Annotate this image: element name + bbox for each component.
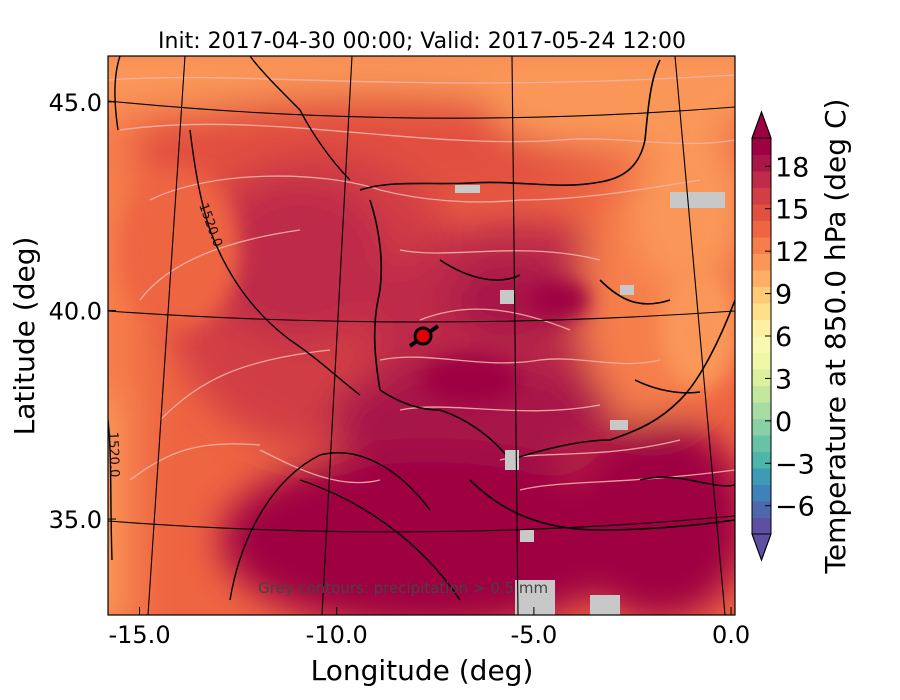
precipitation-note: Grey contours: precipitation > 0.5 mm <box>258 579 548 597</box>
colorbar-segment <box>752 138 771 155</box>
colorbar-segment <box>752 237 771 254</box>
x-tick-label: -10.0 <box>306 621 368 649</box>
colorbar-segment <box>752 303 771 320</box>
colorbar-tick-label: 3 <box>775 364 792 395</box>
colorbar-segment <box>752 352 771 370</box>
x-axis-label: Longitude (deg) <box>311 654 534 687</box>
colorbar-tick-label: 0 <box>775 407 792 438</box>
y-tick-label: 35.0 <box>49 506 102 534</box>
colorbar-segment <box>752 369 771 386</box>
colorbar-segment <box>752 468 771 485</box>
colorbar-segment <box>752 451 771 469</box>
temperature-field: 1520.0 1520.0 Grey contours: precipitati… <box>105 56 735 615</box>
y-axis-ticks: 35.0 40.0 45.0 <box>49 89 116 534</box>
colorbar: −6 −3 0 3 6 9 12 15 18 <box>751 110 815 562</box>
x-tick-label: -5.0 <box>510 621 557 649</box>
contour-label-1520-lower: 1520.0 <box>105 432 122 478</box>
precipitation-areas <box>455 185 725 615</box>
colorbar-segment <box>752 187 771 205</box>
colorbar-over-arrow <box>751 110 772 139</box>
colorbar-tick-label: 18 <box>775 152 809 183</box>
colorbar-tick-label: −6 <box>775 492 815 523</box>
x-tick-label: 0.0 <box>712 621 750 649</box>
colorbar-label: Temperature at 850.0 hPa (deg C) <box>819 99 852 575</box>
colorbar-tick-label: 9 <box>775 280 792 311</box>
y-tick-label: 40.0 <box>49 297 102 325</box>
colorbar-outline <box>751 110 772 562</box>
y-tick-label: 45.0 <box>49 89 102 117</box>
coastline <box>359 59 735 531</box>
colorbar-segment <box>752 286 771 304</box>
colorbar-segment <box>752 270 771 287</box>
colorbar-tick-label: 6 <box>775 322 792 353</box>
colorbar-segment <box>752 402 771 419</box>
y-axis-label: Latitude (deg) <box>8 237 41 436</box>
colorbar-tick-label: 15 <box>775 195 809 226</box>
colorbar-segment <box>752 319 771 337</box>
colorbar-segment <box>752 435 771 452</box>
colorbar-under-arrow <box>751 533 772 562</box>
longitude-gridlines <box>147 56 726 615</box>
x-tick-label: -15.0 <box>108 621 170 649</box>
map-frame <box>107 55 736 616</box>
colorbar-segment <box>752 484 771 502</box>
colorbar-segment <box>752 220 771 238</box>
colorbar-segment <box>752 418 771 436</box>
colorbar-tick-label: −3 <box>775 449 815 480</box>
x-axis-ticks: -15.0 -10.0 -5.0 0.0 <box>108 607 750 649</box>
plot-title: Init: 2017-04-30 00:00; Valid: 2017-05-2… <box>158 29 686 54</box>
colorbar-tick-label: 12 <box>775 237 809 268</box>
colorbar-segment <box>752 171 771 188</box>
isotherm-contours <box>108 74 735 491</box>
colorbar-segment <box>752 204 771 221</box>
latitude-gridlines <box>108 100 735 533</box>
geopotential-contours <box>108 56 735 601</box>
colorbar-segment <box>752 336 771 353</box>
colorbar-segment <box>752 501 771 518</box>
colorbar-segment <box>752 253 771 271</box>
colorbar-segment <box>752 154 771 172</box>
colorbar-segment <box>752 517 771 535</box>
location-marker <box>408 324 440 348</box>
colorbar-segment <box>752 385 771 403</box>
map-panel: 1520.0 1520.0 Grey contours: precipitati… <box>105 55 736 616</box>
